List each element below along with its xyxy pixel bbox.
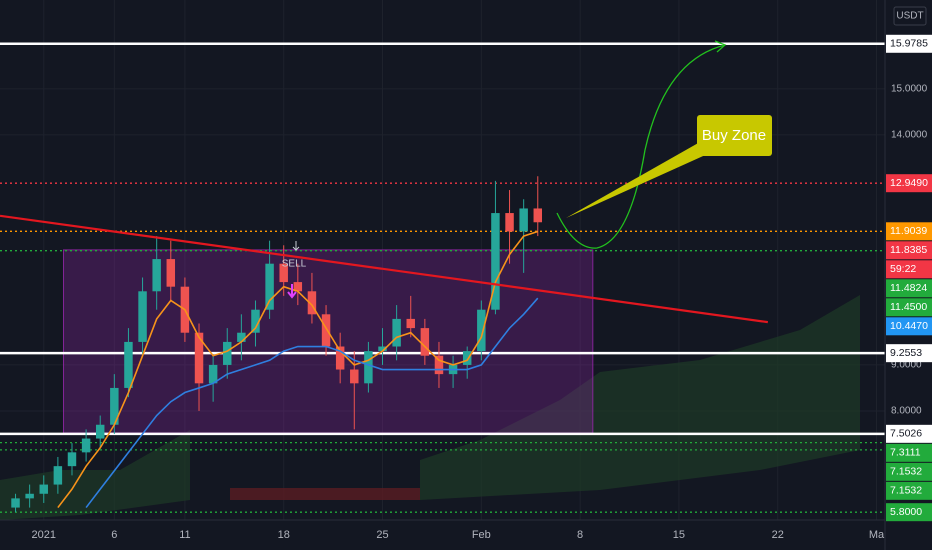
x-tick-label: 22 — [772, 529, 784, 541]
countdown-tag-bg — [886, 260, 932, 279]
candle-body — [279, 263, 288, 283]
price-tag-bg — [886, 462, 932, 481]
candle-body — [208, 364, 218, 384]
x-tick-label: Feb — [472, 529, 491, 541]
candle-body — [25, 493, 34, 499]
candle-body — [194, 332, 204, 384]
sell-label: SELL — [282, 259, 307, 270]
x-tick-label: 18 — [278, 529, 290, 541]
price-tag: 15.9785 — [890, 38, 928, 50]
sell-arrow — [292, 241, 300, 251]
x-tick-label: Ma — [869, 529, 885, 541]
cloud-red — [230, 488, 420, 500]
candle-body — [265, 263, 274, 310]
y-tick-label: 14.0000 — [891, 129, 928, 140]
candle-body — [251, 309, 260, 333]
candle-body — [223, 341, 232, 365]
plot — [0, 42, 885, 513]
candle-body — [477, 309, 486, 352]
candle-body — [53, 466, 63, 485]
price-tag: 11.8385 — [890, 244, 927, 256]
price-tag: 10.4470 — [890, 320, 928, 332]
candle-body — [95, 424, 105, 439]
price-tag: 5.8000 — [890, 506, 922, 518]
callout-pointer — [566, 142, 712, 218]
candle-body — [533, 208, 543, 223]
cloud — [0, 430, 190, 520]
price-tag: 11.4500 — [890, 301, 927, 313]
candle-body — [39, 484, 48, 494]
candle-body — [406, 318, 415, 329]
candle-body — [152, 259, 161, 292]
candle-body — [67, 452, 77, 467]
price-tag-bg — [886, 174, 932, 193]
y-tick-label: 9.0000 — [891, 360, 922, 371]
price-tag-bg — [886, 424, 932, 443]
axis-labels: 15.0000 14.0000 9.0000 8.0000 2021 6 11 18 25 Feb… — [32, 34, 932, 541]
price-tag: 7.5026 — [890, 428, 922, 440]
candle-body — [462, 351, 472, 365]
x-tick-label: 8 — [577, 529, 583, 541]
moving-average — [57, 230, 539, 509]
candle-body — [166, 259, 176, 287]
candle-body — [293, 282, 303, 292]
price-tag-bg — [886, 241, 932, 260]
y-tick-label: 8.0000 — [891, 406, 922, 417]
candle-body — [321, 314, 331, 347]
candle-body — [138, 291, 147, 342]
price-tag-bg — [886, 503, 932, 522]
price-tag-bg — [886, 298, 932, 317]
x-tick-label: 15 — [673, 529, 685, 541]
callout-text: Buy Zone — [702, 127, 766, 144]
candle-body — [519, 208, 528, 232]
price-tag: 9.2553 — [890, 347, 922, 359]
y-tick-label: 15.0000 — [891, 83, 928, 94]
moving-average — [85, 297, 539, 509]
candle-body — [307, 291, 317, 315]
price-tag: 7.1532 — [890, 466, 922, 478]
price-tag: 12.9490 — [890, 177, 928, 189]
price-tag-bg — [886, 344, 932, 363]
unit-label: USDT — [896, 11, 923, 22]
candle-body — [378, 346, 387, 352]
price-tag-bg — [886, 317, 932, 336]
x-tick-label: 6 — [111, 529, 117, 541]
candle-body — [81, 438, 91, 453]
unit-box — [893, 6, 927, 26]
candle-body — [124, 341, 133, 388]
candle-body — [364, 351, 373, 384]
candle-body — [505, 213, 514, 232]
cloud — [420, 295, 860, 500]
sell-signal — [287, 284, 297, 299]
price-tag: 11.9039 — [890, 225, 927, 237]
x-tick-label: 25 — [376, 529, 388, 541]
price-tag: 7.1532 — [890, 485, 922, 497]
candle-body — [335, 346, 345, 370]
price-tag-bg — [886, 481, 932, 500]
candle-body — [11, 498, 20, 508]
candle-body — [491, 213, 500, 310]
price-tag: 7.3111 — [890, 447, 921, 459]
countdown-tag: 59:22 — [890, 263, 916, 275]
price-tag-bg — [886, 279, 932, 298]
forecast-arrow — [556, 44, 726, 249]
candle-body — [350, 369, 359, 384]
time-axis — [0, 520, 885, 550]
x-tick-label: 2021 — [32, 529, 56, 541]
arrow-head — [714, 40, 727, 53]
candle-body — [237, 332, 246, 342]
price-tag-bg — [886, 222, 932, 241]
trendline — [0, 214, 768, 324]
candle-body — [392, 318, 401, 347]
price-tag: 11.4824 — [890, 282, 927, 294]
candle-body — [434, 355, 444, 375]
price-tag-bg — [886, 34, 932, 53]
candle-body — [110, 387, 119, 425]
callout-box — [697, 115, 772, 156]
candle-body — [420, 328, 430, 356]
x-tick-label: 11 — [179, 529, 190, 541]
price-tag-bg — [886, 443, 932, 462]
